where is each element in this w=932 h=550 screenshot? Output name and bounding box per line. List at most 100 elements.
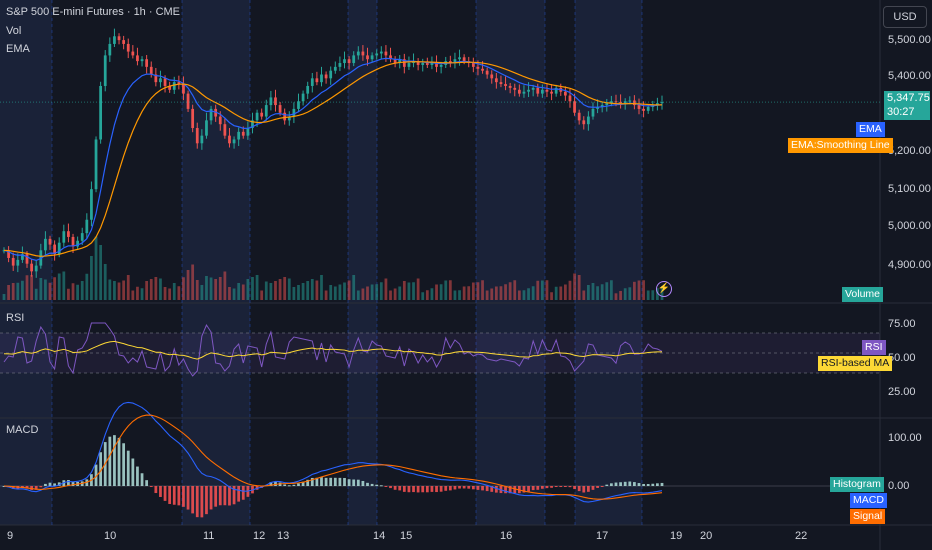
macd-panel-title[interactable]: MACD (6, 424, 39, 436)
volume-bar (619, 290, 622, 300)
candle-body (338, 63, 342, 67)
candle-body (402, 59, 406, 67)
session-band (182, 0, 250, 525)
candle-body (596, 106, 599, 109)
volume-bar (623, 288, 627, 300)
histogram-bar (297, 483, 300, 486)
candle-body (218, 116, 222, 125)
rsi-ma-line (3, 340, 663, 360)
rsi-panel-title[interactable]: RSI (6, 312, 25, 324)
candle-body (407, 63, 411, 67)
candle-body (329, 70, 333, 79)
histogram-bar (145, 480, 149, 486)
histogram-bar (458, 486, 461, 489)
volume-bar (191, 264, 195, 300)
volume-bar (494, 286, 498, 300)
candle-body (34, 265, 38, 272)
volume-bar (435, 284, 438, 300)
candle-body (44, 238, 47, 251)
currency-button[interactable]: USD (883, 6, 927, 28)
histogram-bar (384, 486, 388, 487)
histogram-bar (122, 443, 126, 486)
volume-bar (439, 284, 443, 300)
volume-bar (458, 290, 461, 300)
histogram-bar (527, 486, 530, 492)
histogram-bar (333, 477, 337, 486)
volume-bar (218, 277, 222, 300)
volume-bar (430, 288, 434, 300)
histogram-bar (310, 477, 314, 486)
ema-indicator-label[interactable]: EMA (6, 43, 30, 55)
volume-bar (540, 280, 544, 300)
ema-line (3, 57, 663, 262)
histogram-bar (586, 486, 590, 492)
histogram-bar (416, 486, 420, 493)
candle-body (508, 85, 512, 88)
lightning-icon[interactable]: ⚡ (656, 281, 672, 297)
histogram-bar (522, 486, 526, 493)
volume-bar (591, 283, 595, 300)
candle-body (430, 63, 434, 65)
volume-indicator-label[interactable]: Vol (6, 25, 22, 37)
volume-bar (481, 280, 484, 300)
time-label: 11 (203, 530, 215, 542)
histogram-bar (600, 486, 604, 487)
candle-body (554, 87, 558, 94)
volume-bar (168, 288, 172, 300)
histogram-bar (660, 482, 664, 486)
candle-body (195, 128, 199, 144)
histogram-bar (407, 486, 411, 493)
candle-body (136, 55, 139, 62)
candle-body (435, 63, 438, 67)
volume-bar (343, 282, 346, 300)
candle-body (154, 74, 158, 83)
candle-body (177, 82, 181, 85)
candle-body (297, 101, 300, 109)
candle-body (11, 257, 15, 266)
candle-body (333, 66, 337, 71)
histogram-bar (228, 486, 231, 506)
candle-body (550, 91, 553, 94)
histogram-bar (67, 480, 70, 486)
volume-bar (324, 290, 328, 300)
time-label: 15 (400, 530, 413, 542)
candle-body (48, 238, 52, 245)
candle-body (343, 59, 346, 64)
candle-body (287, 116, 291, 121)
volume-bar (246, 279, 250, 300)
histogram-bar (610, 483, 613, 486)
histogram-bar (550, 486, 553, 488)
time-label: 20 (700, 530, 713, 542)
volume-bar (471, 282, 475, 300)
volume-bar (517, 290, 521, 300)
candle-body (30, 263, 33, 272)
volume-bar (412, 282, 415, 300)
candle-body (108, 43, 112, 56)
histogram-bar (430, 486, 434, 492)
ema-smoothing-badge: EMA:Smoothing Line (788, 138, 893, 153)
candle-body (53, 244, 56, 255)
volume-bar (310, 279, 314, 300)
candle-body (425, 63, 429, 65)
histogram-bar (241, 486, 245, 500)
candle-body (246, 128, 250, 136)
histogram-bar (126, 450, 130, 486)
histogram-bar (435, 486, 438, 493)
candle-body (16, 259, 20, 266)
volume-bar (301, 283, 305, 300)
histogram-bar (614, 482, 618, 486)
price-tick: 5,000.00 (888, 220, 931, 232)
rsi-line (3, 322, 663, 377)
volume-bar (499, 286, 503, 300)
histogram-bar (619, 482, 622, 486)
volume-bar (646, 290, 650, 300)
volume-bar (366, 286, 369, 300)
volume-bar (448, 280, 452, 300)
candle-body (163, 78, 167, 86)
candle-body (67, 231, 70, 237)
volume-bar (85, 273, 89, 300)
volume-bar (260, 290, 264, 300)
candle-body (264, 105, 268, 117)
histogram-bar (44, 483, 47, 486)
